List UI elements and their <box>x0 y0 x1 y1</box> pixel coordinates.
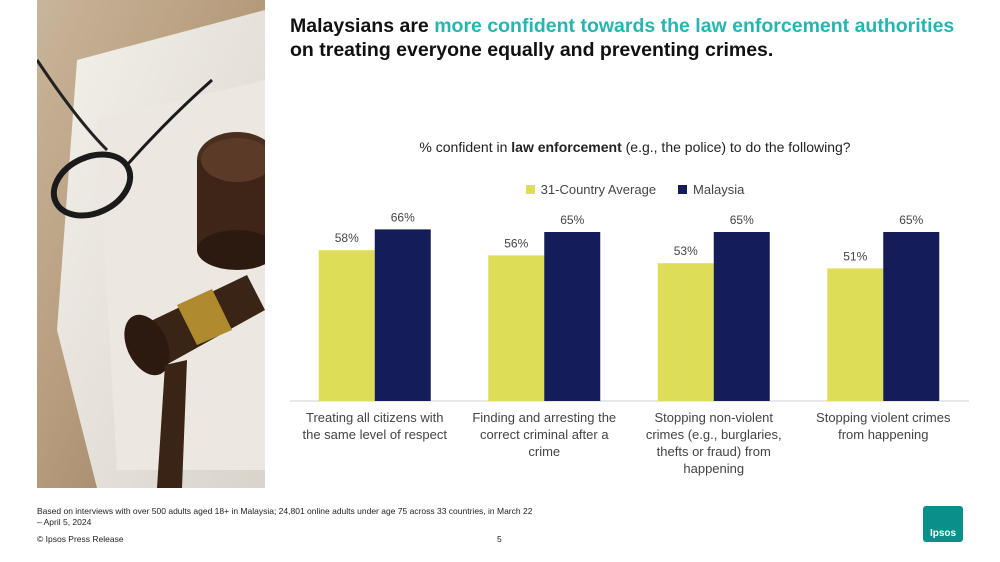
footnote: Based on interviews with over 500 adults… <box>37 506 533 527</box>
data-label-avg-1: 56% <box>504 236 528 250</box>
bar-avg-1 <box>488 255 545 401</box>
category-label-0: Treating all citizens with the same level… <box>302 410 447 442</box>
headline-part1: Malaysians are <box>290 15 435 37</box>
legend: 31-Country Average Malaysia <box>290 182 980 197</box>
bar-avg-2 <box>657 263 714 401</box>
bar-malaysia-1 <box>544 232 601 401</box>
headline: Malaysians are more confident towards th… <box>290 14 980 62</box>
category-label-3: Stopping violent crimes from happening <box>816 410 951 442</box>
data-label-malaysia-0: 66% <box>391 210 415 224</box>
bar-avg-3 <box>827 268 884 401</box>
headline-part2: on treating everyone equally and prevent… <box>290 39 774 61</box>
data-label-malaysia-1: 65% <box>560 213 584 227</box>
legend-swatch-malaysia <box>678 185 688 194</box>
data-label-malaysia-2: 65% <box>730 213 754 227</box>
headline-accent: more confident towards the law enforceme… <box>434 15 955 37</box>
data-label-malaysia-3: 65% <box>899 213 923 227</box>
data-label-avg-3: 51% <box>843 249 867 263</box>
copyright: © Ipsos Press Release <box>37 534 124 544</box>
logo-text: Ipsos <box>929 528 957 539</box>
legend-item-malaysia: Malaysia <box>678 182 744 197</box>
legend-swatch-avg <box>525 185 535 194</box>
legend-label-avg: 31-Country Average <box>540 182 657 197</box>
ipsos-logo: Ipsos <box>923 506 963 542</box>
bar-malaysia-0 <box>374 229 431 401</box>
chart-title: % confident in law enforcement (e.g., th… <box>290 139 980 155</box>
bar-avg-0 <box>318 250 375 401</box>
bar-malaysia-2 <box>713 232 770 401</box>
legend-item-avg: 31-Country Average <box>525 182 657 197</box>
legend-label-malaysia: Malaysia <box>693 182 745 197</box>
chart-title-prefix: % confident in <box>419 139 512 155</box>
bar-malaysia-3 <box>883 232 940 401</box>
gavel-photo <box>37 0 265 488</box>
data-label-avg-0: 58% <box>335 231 359 245</box>
chart-title-bold: law enforcement <box>511 139 622 155</box>
category-label-1: Finding and arresting the correct crimina… <box>472 410 616 459</box>
bar-chart: 58% 66% Treating all citizens with the same… <box>290 210 969 476</box>
category-label-2: Stopping non-violent crimes (e.g., burgla… <box>646 410 782 476</box>
data-label-avg-2: 53% <box>674 244 698 258</box>
page-number: 5 <box>497 534 502 544</box>
chart-title-suffix: (e.g., the police) to do the following? <box>621 139 851 155</box>
